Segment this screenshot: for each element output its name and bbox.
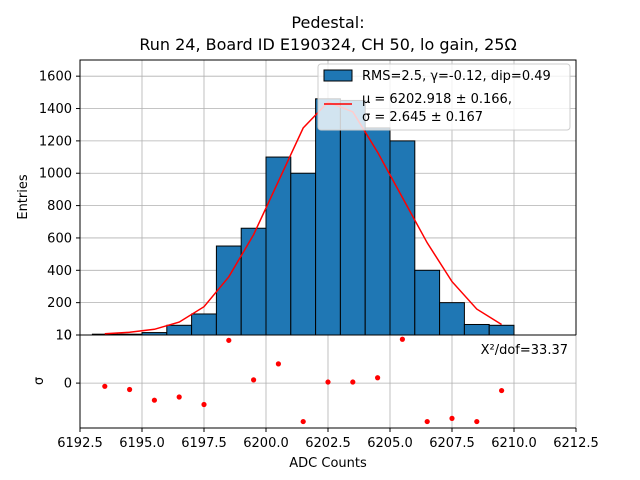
- residual-point: [151, 397, 157, 403]
- histogram-bar: [191, 313, 217, 336]
- residual-point: [127, 386, 133, 393]
- residual-point: [399, 336, 405, 342]
- x-tick-label: 6200.0: [243, 436, 289, 451]
- x-tick-label: 6207.5: [429, 436, 475, 451]
- legend-box: [317, 63, 571, 131]
- legend-label-fit-mu: μ = 6202.918 ± 0.166,: [362, 92, 512, 107]
- histogram-y-tick-label: 200: [47, 296, 72, 311]
- residual-panel: 010 6192.5 6195.0 6197.5 6200.0 6202.5 6205.0…: [32, 329, 599, 472]
- chi2-annotation: X²/dof=33.37: [481, 343, 568, 358]
- histogram-y-tick-label: 1400: [39, 102, 72, 117]
- histogram-bar: [463, 323, 490, 336]
- x-tick-label: 6202.5: [305, 436, 351, 451]
- x-tick-label: 6205.0: [367, 436, 413, 451]
- residual-points: [102, 336, 505, 425]
- residual-y-tick-label: 0: [64, 377, 72, 392]
- residual-point: [375, 375, 381, 381]
- residual-point: [102, 383, 108, 389]
- residual-point: [251, 377, 257, 383]
- histogram-y-tick-label: 1600: [39, 70, 72, 85]
- residual-point: [300, 418, 306, 425]
- histogram-bar: [265, 156, 292, 336]
- histogram-bar: [389, 140, 416, 336]
- chart-title-line2: Run 24, Board ID E190324, CH 50, lo gain…: [139, 35, 516, 54]
- x-tick-label: 6210.0: [491, 436, 537, 451]
- legend-label-fit-sigma: σ = 2.645 ± 0.167: [362, 110, 483, 125]
- histogram-y-ticks: 0 200 400 600 800 1000 1200 1400 1600: [39, 70, 80, 344]
- residual-point: [449, 415, 455, 421]
- histogram-bar: [290, 172, 317, 336]
- histogram-bar: [414, 269, 441, 336]
- residual-point: [201, 401, 207, 408]
- histogram-bar: [215, 245, 242, 336]
- histogram-y-tick-label: 600: [47, 231, 72, 246]
- x-tick-label: 6197.5: [181, 436, 227, 451]
- legend-patch-histogram: [323, 69, 353, 82]
- residual-point: [275, 361, 281, 367]
- histogram-y-axis-label: Entries: [16, 174, 31, 220]
- x-tick-label: 6212.5: [553, 436, 599, 451]
- residual-y-ticks: 010: [55, 329, 80, 392]
- histogram-y-tick-label: 1000: [39, 167, 72, 182]
- histogram-y-tick-label: 0: [64, 329, 72, 344]
- x-tick-label: 6192.5: [57, 436, 103, 451]
- histogram-y-tick-label: 800: [47, 199, 72, 214]
- histogram-bar: [166, 324, 193, 336]
- histogram-bar: [488, 324, 515, 336]
- residual-point: [226, 337, 232, 343]
- histogram-y-tick-label: 400: [47, 264, 72, 279]
- residual-point: [499, 387, 505, 394]
- residual-x-ticks: 6192.5 6195.0 6197.5 6200.0 6202.5 6205.0 6207…: [57, 428, 599, 451]
- residual-y-axis-label: σ: [32, 377, 47, 385]
- residual-point: [350, 379, 356, 385]
- legend: RMS=2.5, γ=-0.12, dip=0.49 μ = 6202.918 …: [317, 63, 571, 131]
- residual-point: [424, 418, 430, 425]
- residual-y-tick-label: 10: [55, 329, 72, 344]
- histogram-bar: [315, 98, 341, 336]
- x-axis-label: ADC Counts: [289, 456, 367, 471]
- histogram-y-tick-label: 1200: [39, 134, 72, 149]
- histogram-bar: [439, 302, 465, 336]
- x-tick-label: 6195.0: [119, 436, 165, 451]
- histogram-bars: [91, 98, 515, 336]
- histogram-panel: 0 200 400 600 800 1000 1200 1400 1600 Entries RM…: [16, 59, 577, 344]
- histogram-bar: [240, 227, 267, 336]
- histogram-bar: [364, 127, 391, 336]
- histogram-bar: [339, 99, 366, 336]
- residual-point: [176, 394, 182, 400]
- chart-title-line1: Pedestal:: [291, 13, 364, 32]
- legend-label-histogram: RMS=2.5, γ=-0.12, dip=0.49: [362, 69, 551, 84]
- residual-point: [474, 418, 480, 425]
- gaussian-fit-line: [104, 101, 502, 335]
- residual-point: [325, 379, 331, 385]
